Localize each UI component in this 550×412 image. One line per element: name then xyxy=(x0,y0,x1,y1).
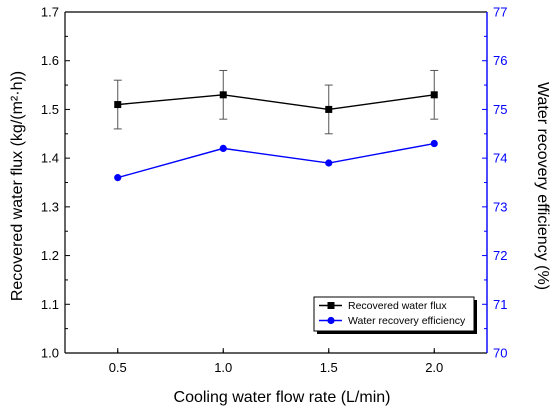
x-axis-title: Cooling water flow rate (L/min) xyxy=(174,389,391,406)
legend-label-flux: Recovered water flux xyxy=(348,300,447,312)
left-tick-label: 1.3 xyxy=(41,199,59,214)
x-tick-label: 2.0 xyxy=(425,360,443,375)
legend-marker-flux xyxy=(327,302,335,309)
left-y-axis: 1.0 1.1 1.2 1.3 1.4 1.5 1.6 1.7 xyxy=(41,5,70,361)
left-tick-label: 1.7 xyxy=(41,5,59,20)
x-axis: 0.5 1.0 1.5 2.0 xyxy=(109,348,443,375)
data-point-efficiency xyxy=(219,144,227,152)
data-point-flux xyxy=(219,91,227,99)
left-axis-title: Recovered water flux (kg/(m²·h)) xyxy=(9,71,26,301)
series-line-0 xyxy=(117,94,435,111)
x-tick-label: 1.5 xyxy=(320,360,338,375)
data-point-efficiency xyxy=(325,159,333,167)
legend-marker-efficiency xyxy=(327,316,335,325)
data-point-efficiency xyxy=(114,174,122,182)
right-tick-label: 77 xyxy=(493,5,507,20)
left-tick-label: 1.2 xyxy=(41,248,59,263)
left-tick-label: 1.5 xyxy=(41,102,59,117)
right-y-axis: 70 71 72 73 74 75 76 77 xyxy=(482,5,507,361)
left-tick-label: 1.6 xyxy=(41,53,59,68)
legend-box xyxy=(313,296,475,332)
left-tick-label: 1.4 xyxy=(41,151,59,166)
right-tick-label: 74 xyxy=(493,151,507,166)
series-line-1 xyxy=(117,142,435,179)
data-point-flux xyxy=(325,105,333,113)
right-axis-title: Water recovery efficiency (%) xyxy=(534,82,550,290)
right-tick-label: 73 xyxy=(493,199,507,214)
data-point-efficiency xyxy=(430,139,438,148)
left-tick-label: 1.1 xyxy=(41,297,59,312)
legend: Recovered water flux Water recovery effi… xyxy=(313,296,477,334)
right-tick-label: 72 xyxy=(493,248,507,263)
right-tick-label: 75 xyxy=(493,102,507,117)
legend-label-efficiency: Water recovery efficiency xyxy=(348,315,466,327)
plot-series xyxy=(113,69,439,182)
right-tick-label: 70 xyxy=(493,346,507,361)
x-tick-label: 0.5 xyxy=(109,360,127,375)
right-tick-label: 71 xyxy=(493,297,507,312)
right-tick-label: 76 xyxy=(493,53,507,68)
x-tick-label: 1.0 xyxy=(214,360,232,375)
data-point-flux xyxy=(114,101,122,109)
left-tick-label: 1.0 xyxy=(41,346,59,361)
data-point-flux xyxy=(430,91,438,99)
